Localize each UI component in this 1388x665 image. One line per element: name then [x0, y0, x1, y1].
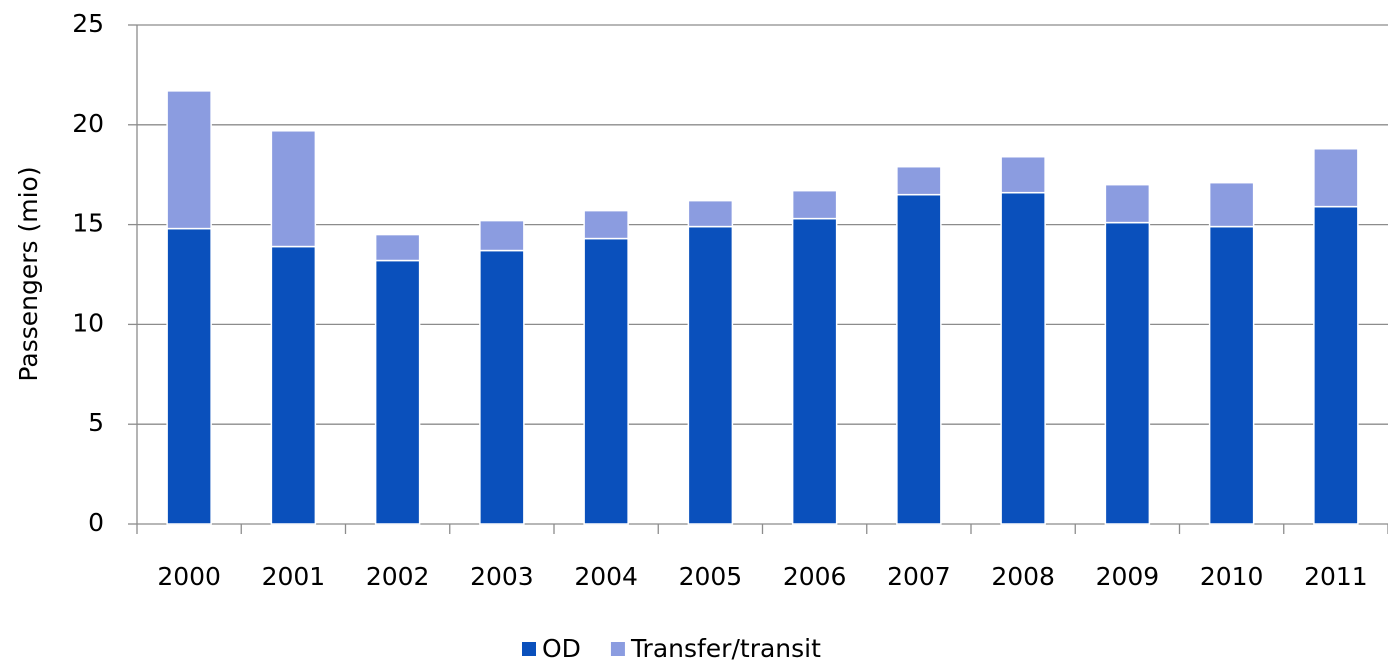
- bar-segment: [791, 217, 838, 525]
- x-tick-label: 2008: [991, 562, 1055, 591]
- bar-segment: [479, 219, 525, 252]
- y-tick-label: 0: [88, 508, 104, 537]
- x-tick-label: 2001: [262, 562, 326, 591]
- bar-segment: [1208, 181, 1255, 228]
- bar-segment: [374, 233, 421, 262]
- bar-segment: [374, 259, 421, 525]
- bar-segment: [896, 193, 942, 525]
- bar-segment: [1104, 221, 1151, 525]
- bar-segment: [1000, 191, 1046, 525]
- legend-label: Transfer/transit: [630, 634, 821, 663]
- y-tick-label: 15: [72, 209, 104, 238]
- bar-segment: [583, 209, 629, 240]
- y-tick-label: 10: [72, 308, 104, 337]
- bar-segment: [166, 90, 212, 230]
- x-tick-label: 2011: [1304, 562, 1368, 591]
- bar-segment: [166, 227, 212, 525]
- bar-segment: [687, 199, 734, 228]
- x-tick-label: 2009: [1096, 562, 1160, 591]
- bar-segment: [583, 237, 629, 525]
- bar-segment: [1000, 155, 1046, 194]
- x-tick-label: 2004: [574, 562, 638, 591]
- bar-segment: [1208, 225, 1255, 525]
- legend-swatch: [522, 642, 536, 656]
- bar-segment: [270, 130, 317, 248]
- x-tick-label: 2005: [679, 562, 743, 591]
- bar-segment: [687, 225, 734, 525]
- legend-swatch: [610, 642, 625, 656]
- legend-label: OD: [542, 634, 581, 663]
- bar-segment: [1313, 205, 1359, 525]
- y-axis-label: Passengers (mio): [14, 166, 43, 381]
- y-tick-label: 5: [88, 408, 104, 437]
- bar-segment: [1104, 183, 1151, 224]
- bar-segment: [791, 189, 838, 220]
- y-tick-label: 25: [72, 9, 104, 38]
- x-tick-label: 2006: [783, 562, 847, 591]
- bar-segment: [479, 249, 525, 525]
- x-tick-label: 2000: [157, 562, 221, 591]
- bar-segment: [1313, 148, 1359, 208]
- bar-segment: [896, 165, 942, 196]
- x-tick-label: 2002: [366, 562, 430, 591]
- x-tick-label: 2003: [470, 562, 534, 591]
- x-tick-label: 2007: [887, 562, 951, 591]
- x-tick-label: 2010: [1200, 562, 1264, 591]
- bar-segment: [270, 245, 317, 525]
- y-tick-label: 20: [72, 109, 104, 138]
